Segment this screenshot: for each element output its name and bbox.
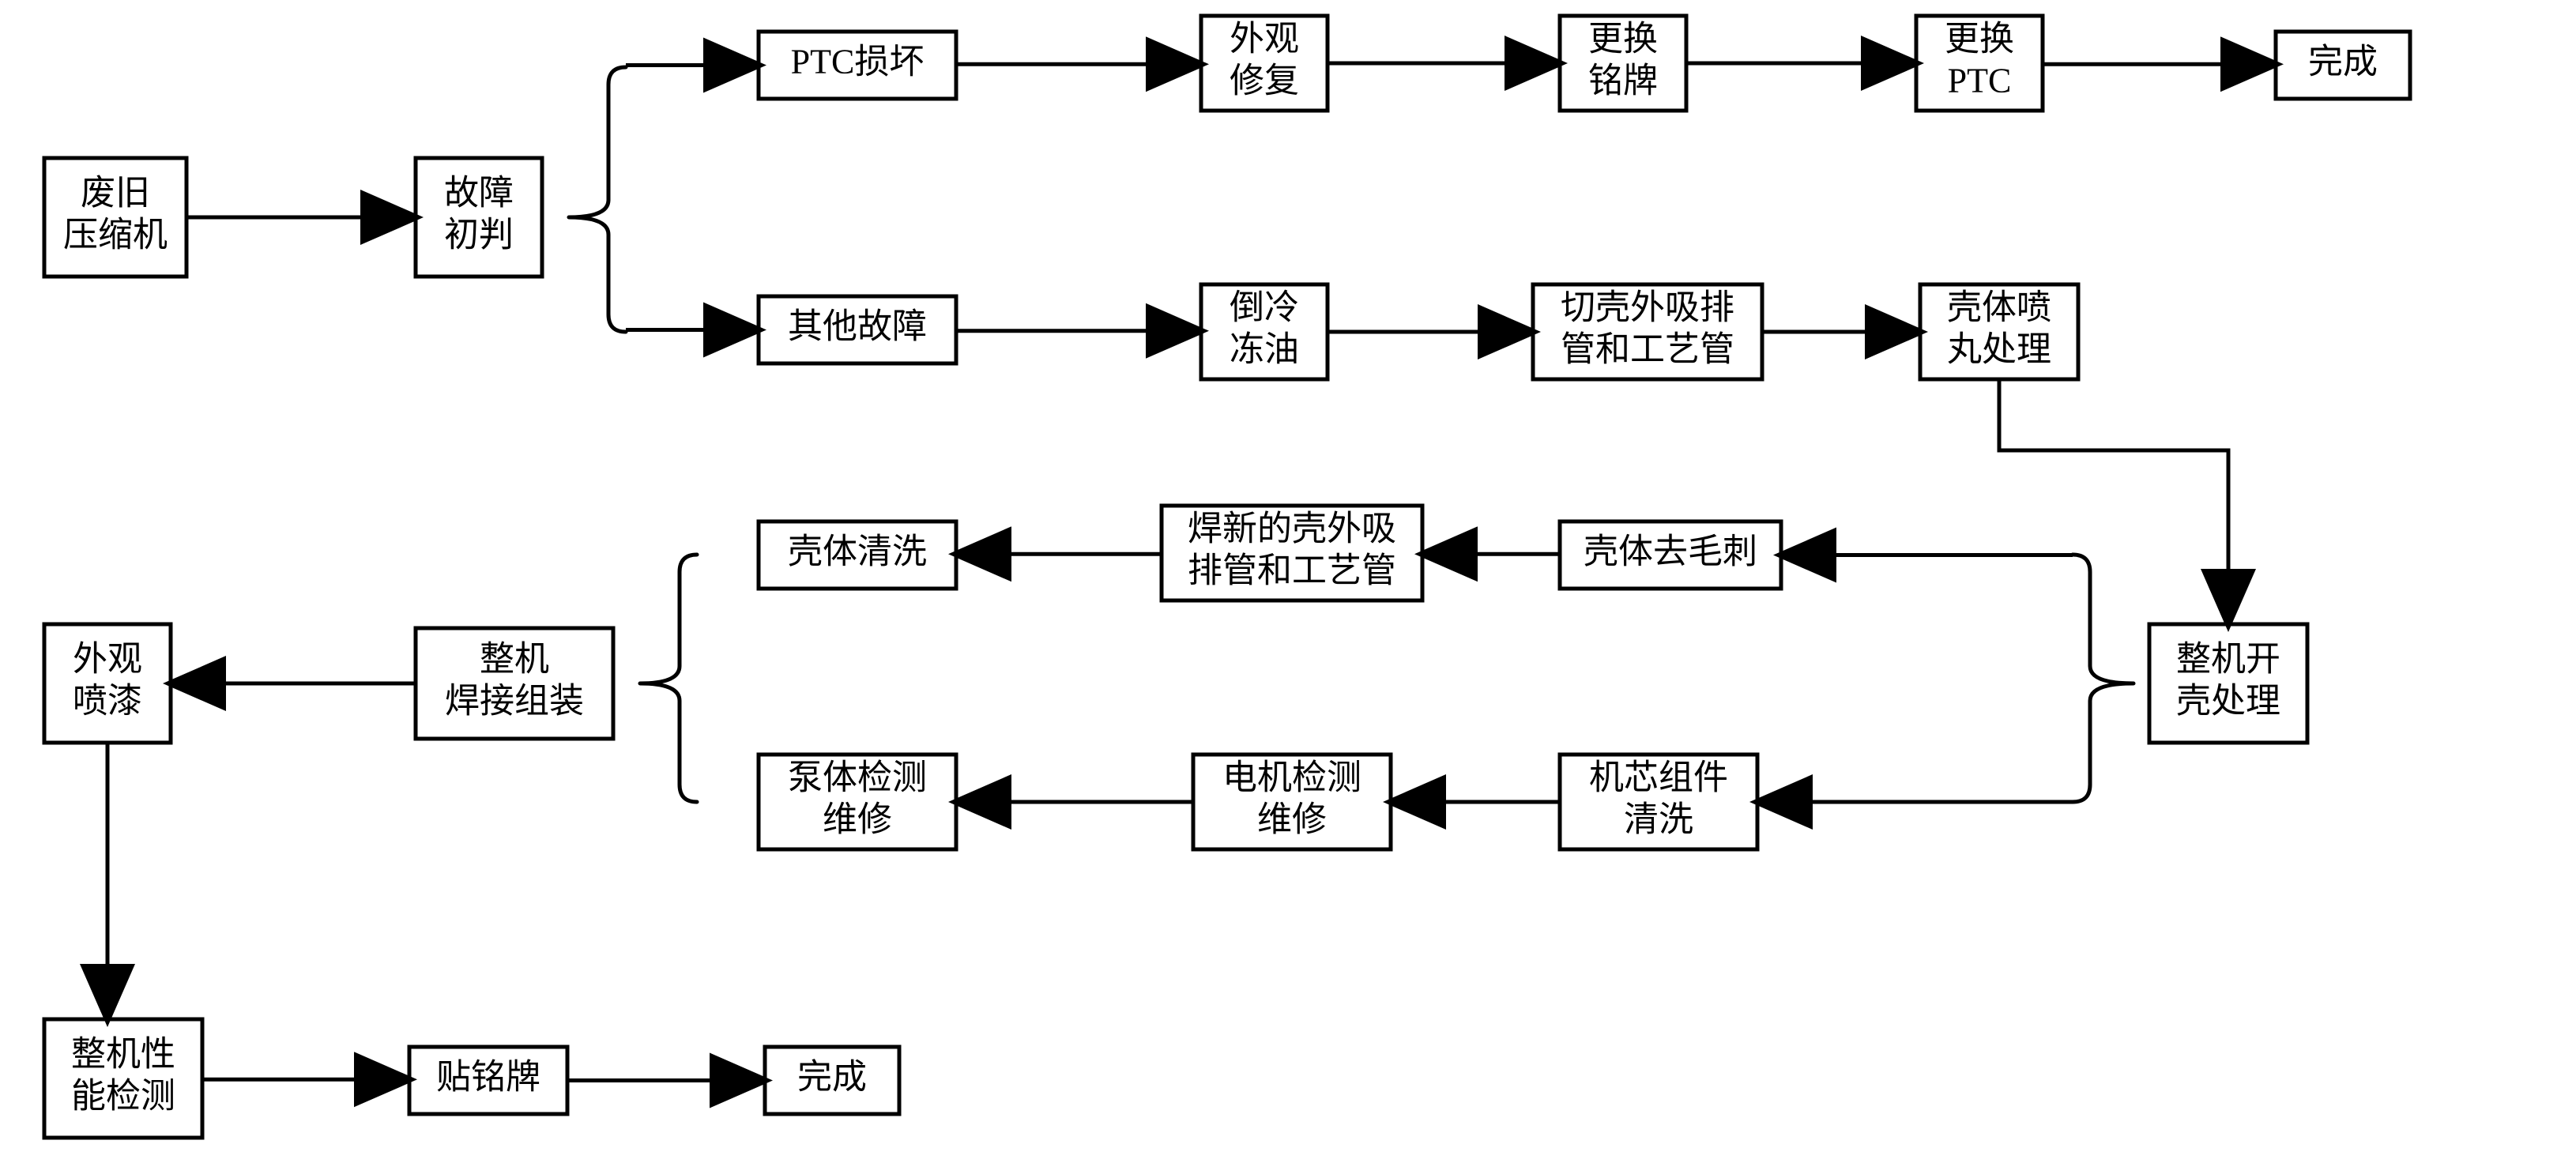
edge (1999, 379, 2228, 624)
node-n_shell_blast: 壳体喷丸处理 (1920, 284, 2078, 379)
node-label: 整机开 (2176, 640, 2280, 679)
node-n_stick_plate: 贴铭牌 (409, 1047, 567, 1114)
node-n_shell_open: 整机开壳处理 (2149, 624, 2307, 743)
node-label: 维修 (823, 800, 892, 838)
node-label: 完成 (797, 1058, 867, 1097)
node-n_chg_plate: 更换铭牌 (1560, 16, 1686, 111)
node-label: 更换 (1945, 20, 2014, 58)
node-label: 倒冷 (1230, 288, 1299, 327)
node-n_weld_asm: 整机焊接组装 (416, 628, 613, 739)
node-label: 外观 (1230, 20, 1299, 58)
node-label: 管和工艺管 (1561, 329, 1734, 368)
node-label: 切壳外吸排 (1561, 288, 1734, 327)
node-n_other: 其他故障 (759, 296, 956, 363)
node-n_pour_oil: 倒冷冻油 (1201, 284, 1328, 379)
brace (569, 67, 626, 332)
node-n_motor_chk: 电机检测维修 (1193, 755, 1391, 849)
node-label: 壳体清洗 (788, 533, 927, 571)
node-label: 冻油 (1230, 329, 1299, 368)
node-label: 整机性 (71, 1035, 175, 1074)
node-n_weld_new: 焊新的壳外吸排管和工艺管 (1162, 506, 1422, 600)
node-n_fault: 故障初判 (416, 158, 542, 277)
node-n_waste: 废旧压缩机 (44, 158, 186, 277)
node-label: 废旧 (81, 174, 150, 213)
node-label: 壳体喷 (1947, 288, 2051, 327)
node-label: 泵体检测 (788, 758, 927, 797)
node-label: 电机检测 (1222, 758, 1361, 797)
node-n_pump_chk: 泵体检测维修 (759, 755, 956, 849)
flowchart-canvas: 废旧压缩机故障初判PTC损坏外观修复更换铭牌更换PTC完成其他故障倒冷冻油切壳外… (0, 0, 2576, 1163)
node-label: 修复 (1230, 61, 1299, 100)
node-n_done_bot: 完成 (765, 1047, 899, 1114)
node-label: 初判 (444, 215, 514, 254)
node-label: 丸处理 (1947, 329, 2051, 368)
brace (640, 555, 697, 802)
node-label: PTC损坏 (791, 43, 925, 81)
node-label: 焊接组装 (445, 681, 584, 720)
node-n_chg_ptc: 更换PTC (1916, 16, 2043, 111)
node-label: 喷漆 (73, 681, 142, 720)
node-n_ptc_dmg: PTC损坏 (759, 32, 956, 99)
node-label: 更换 (1588, 20, 1658, 58)
node-n_appearance: 外观修复 (1201, 16, 1328, 111)
node-n_done_top: 完成 (2276, 32, 2410, 99)
node-label: 能检测 (71, 1076, 175, 1115)
node-label: 维修 (1257, 800, 1327, 838)
node-label: 贴铭牌 (436, 1058, 540, 1097)
node-n_paint: 外观喷漆 (44, 624, 171, 743)
node-label: 清洗 (1624, 800, 1693, 838)
node-label: 壳处理 (2176, 681, 2280, 720)
node-label: 外观 (73, 640, 142, 679)
node-label: PTC (1948, 61, 2012, 100)
node-n_shell_wash: 壳体清洗 (759, 521, 956, 589)
node-label: 焊新的壳外吸 (1188, 510, 1396, 548)
node-n_deburr: 壳体去毛刺 (1560, 521, 1781, 589)
node-label: 排管和工艺管 (1188, 551, 1396, 589)
node-n_cut_pipe: 切壳外吸排管和工艺管 (1533, 284, 1762, 379)
node-label: 铭牌 (1588, 61, 1658, 100)
node-label: 其他故障 (788, 307, 927, 346)
node-label: 压缩机 (63, 215, 168, 254)
brace (2073, 555, 2133, 802)
node-label: 整机 (480, 640, 549, 679)
node-label: 壳体去毛刺 (1584, 533, 1757, 571)
node-label: 机芯组件 (1589, 758, 1728, 797)
node-label: 完成 (2308, 43, 2378, 81)
node-label: 故障 (444, 174, 514, 213)
node-n_core_wash: 机芯组件清洗 (1560, 755, 1757, 849)
node-n_perf_test: 整机性能检测 (44, 1019, 202, 1138)
